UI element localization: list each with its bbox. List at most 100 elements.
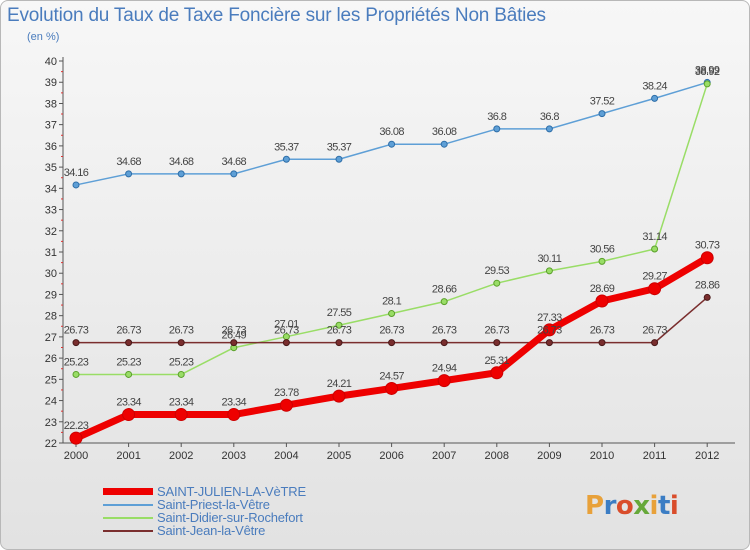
proxiti-logo: Proxiti [585,491,679,521]
data-label: 26.73 [274,325,299,337]
data-label: 28.69 [590,283,615,295]
data-label: 23.34 [169,397,194,409]
data-point [335,321,343,329]
y-tick-label: 23 [45,417,57,429]
data-label: 24.94 [432,363,457,375]
data-point [598,339,606,347]
logo-letter: i [649,491,659,521]
legend-label: Saint-Priest-la-Vêtre [157,497,270,512]
data-point [440,140,448,148]
legend-item: Saint-Priest-la-Vêtre [101,497,361,512]
data-label: 28.1 [382,296,401,308]
logo-letter: i [669,491,679,521]
data-label: 24.57 [379,370,404,382]
legend-swatch [103,517,153,519]
logo-letter: r [603,491,617,521]
data-point [335,339,343,347]
data-label: 35.37 [274,141,299,153]
data-label: 27.01 [274,319,299,331]
data-label: 26.49 [222,330,247,342]
data-label: 26.73 [116,325,141,337]
data-label: 36.08 [379,126,404,138]
y-tick-label: 24 [45,396,57,408]
data-point [230,170,238,178]
data-point [388,140,396,148]
data-point [125,170,133,178]
data-label: 27.33 [537,312,562,324]
legend-label: Saint-Didier-sur-Rochefort [157,510,303,525]
data-point [651,94,659,102]
data-label: 26.73 [432,325,457,337]
y-tick-label: 30 [45,268,57,280]
legend: SAINT-JULIEN-LA-VèTRE Saint-Priest-la-Vêt… [101,484,361,538]
x-tick-label: 2000 [64,450,88,462]
data-label: 36.8 [487,111,506,123]
y-tick-label: 22 [45,438,57,450]
data-label: 26.73 [537,325,562,337]
logo-letter: P [585,491,604,521]
data-label: 35.37 [327,141,352,153]
data-label: 26.73 [64,325,89,337]
data-label: 29.27 [642,271,667,283]
data-point [125,370,133,378]
data-point [388,339,396,347]
legend-item: Saint-Didier-sur-Rochefort [101,510,361,525]
data-point [648,282,662,296]
data-label: 26.73 [222,325,247,337]
data-point [125,339,133,347]
data-point [595,294,609,308]
y-tick-label: 31 [45,247,57,259]
data-point [651,245,659,253]
data-point [490,366,504,380]
data-point [230,339,238,347]
logo-letter: t [657,491,670,521]
data-label: 26.73 [327,325,352,337]
data-point [122,408,136,422]
y-tick-label: 29 [45,289,57,301]
data-label: 36.08 [432,126,457,138]
data-label: 38.99 [695,64,720,76]
data-label: 25.23 [116,356,141,368]
data-point [493,339,501,347]
data-point [72,181,80,189]
data-point [177,339,185,347]
data-point [279,398,293,412]
data-label: 29.53 [485,265,510,277]
legend-item: SAINT-JULIEN-LA-VèTRE [101,484,361,499]
legend-label: Saint-Jean-la-Vêtre [157,523,266,538]
legend-swatch [103,530,153,532]
x-tick-label: 2001 [116,450,140,462]
data-label: 34.68 [169,156,194,168]
data-point [69,431,83,445]
data-point [174,408,188,422]
data-label: 26.73 [379,325,404,337]
y-tick-label: 40 [45,56,57,68]
data-label: 34.68 [116,156,141,168]
data-point [388,310,396,318]
data-label: 24.21 [327,378,352,390]
y-tick-label: 34 [45,183,57,195]
data-point [177,170,185,178]
data-label: 26.73 [485,325,510,337]
data-label: 25.23 [169,356,194,368]
data-label: 25.23 [64,356,89,368]
data-point [703,293,711,301]
data-point [493,279,501,287]
data-point [700,251,714,265]
data-point [545,125,553,133]
data-label: 37.52 [590,96,615,108]
data-label: 30.56 [590,243,615,255]
data-label: 38.92 [695,66,720,78]
y-tick-label: 35 [45,162,57,174]
data-point [282,155,290,163]
x-tick-label: 2008 [485,450,509,462]
y-tick-label: 26 [45,353,57,365]
data-label: 28.66 [432,284,457,296]
legend-item: Saint-Jean-la-Vêtre [101,523,361,538]
data-label: 34.16 [64,167,89,179]
y-tick-label: 38 [45,98,57,110]
chart-title: Evolution du Taux de Taxe Foncière sur l… [7,5,546,26]
data-point [437,374,451,388]
y-tick-label: 28 [45,311,57,323]
data-point [545,267,553,275]
